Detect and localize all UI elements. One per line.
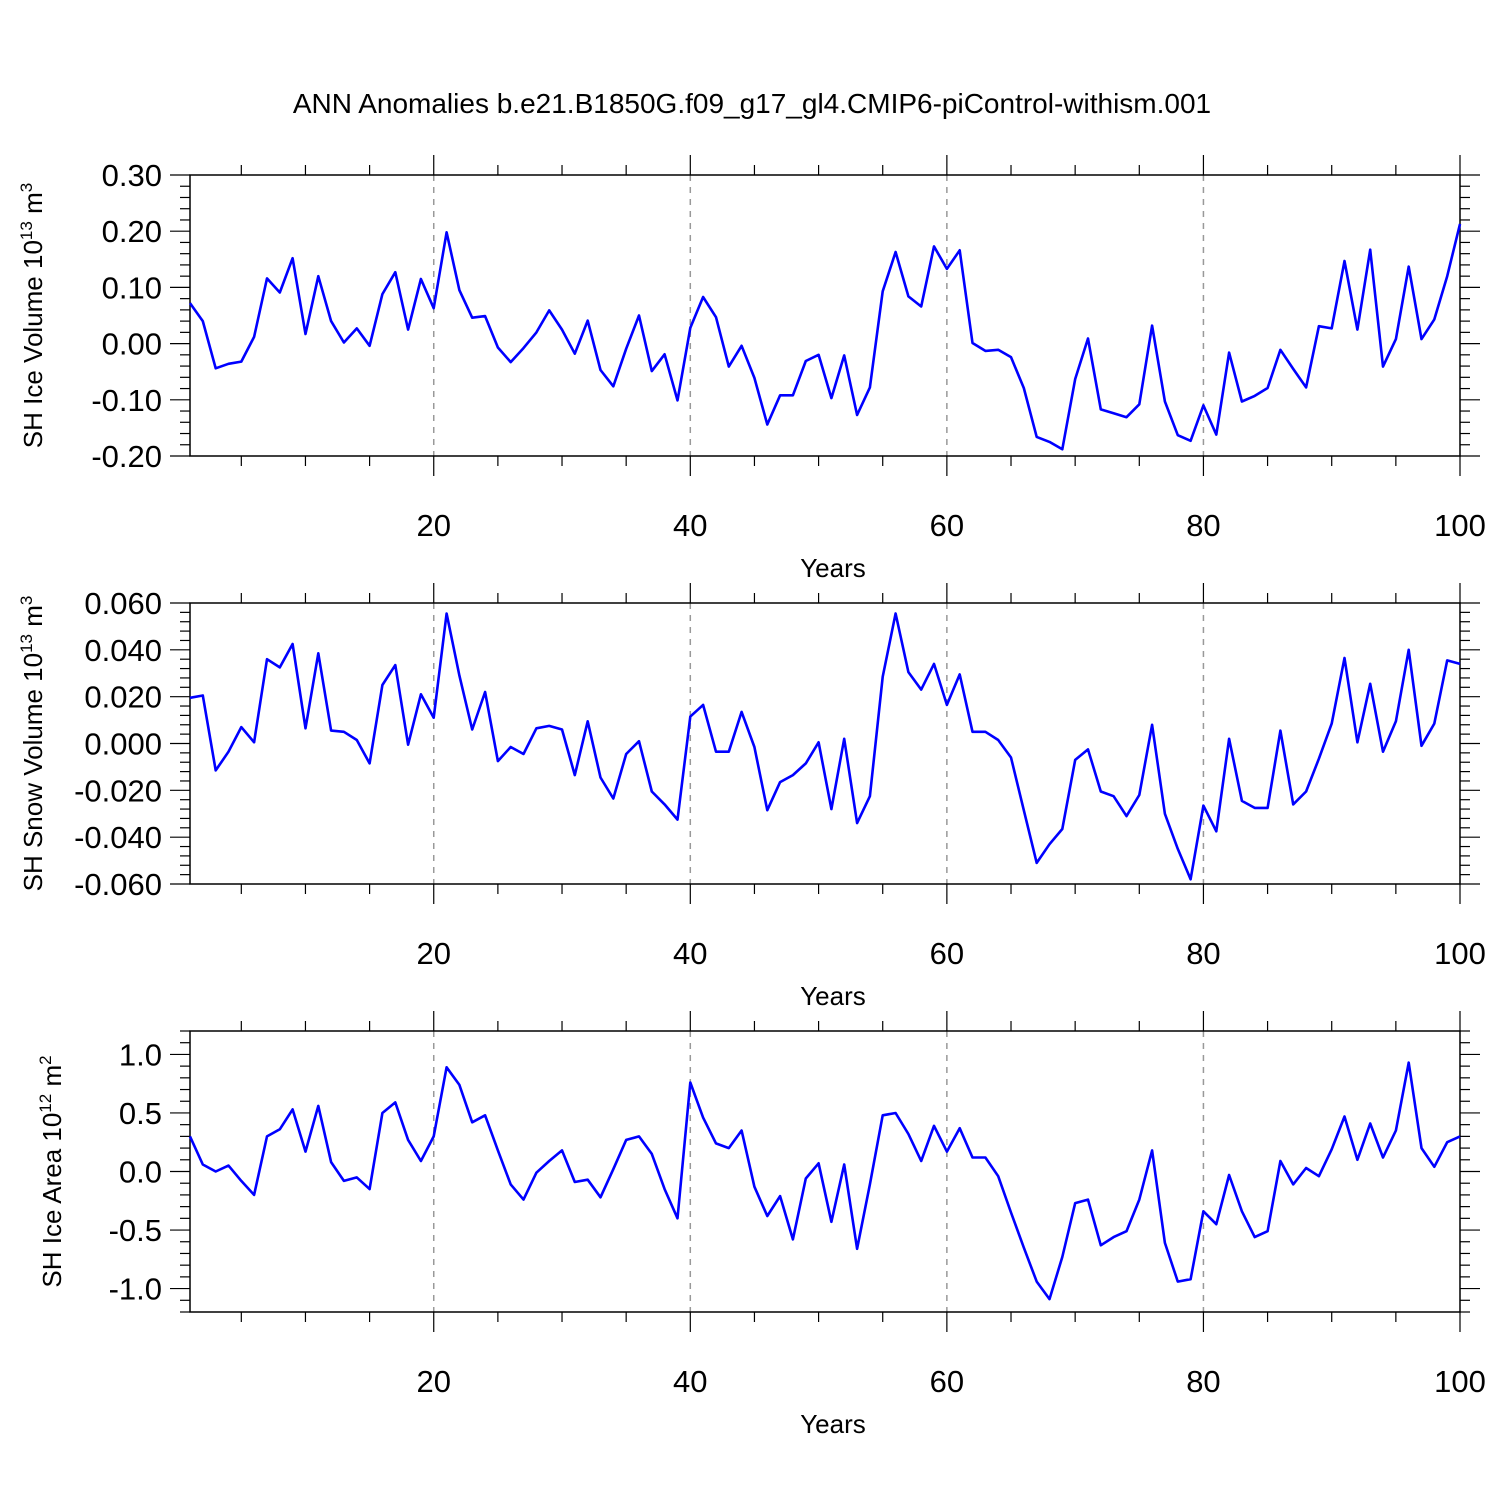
y-axis-label: SH Snow Volume 1013 m3 — [17, 596, 48, 892]
x-axis-label: Years — [800, 1409, 866, 1439]
x-axis-label: Years — [800, 981, 866, 1011]
y-tick-label: -0.020 — [74, 773, 162, 808]
plot-frame — [189, 174, 1461, 457]
x-tick-label: 60 — [930, 936, 964, 971]
x-tick-label: 100 — [1434, 1364, 1486, 1399]
y-tick-label: 0.0 — [119, 1155, 162, 1190]
x-tick-label: 100 — [1434, 508, 1486, 543]
y-axis-label: SH Ice Volume 1013 m3 — [17, 183, 48, 448]
panel-3: 1.0 0.5 0.0 -0.5 -1.0 20 40 60 80 100 Years SH Ice … — [36, 1011, 1486, 1439]
y-tick-label: -0.5 — [109, 1213, 162, 1248]
y-tick-label: -0.060 — [74, 867, 162, 902]
figure-title: ANN Anomalies b.e21.B1850G.f09_g17_gl4.C… — [293, 88, 1211, 119]
y-tick-label: -0.20 — [91, 439, 162, 474]
y-tick-label: 0.00 — [102, 327, 162, 362]
y-tick-label: -0.10 — [91, 383, 162, 418]
y-tick-label: 0.040 — [84, 633, 162, 668]
x-tick-label: 100 — [1434, 936, 1486, 971]
x-axis-label: Years — [800, 553, 866, 583]
y-tick-label: 0.060 — [84, 586, 162, 621]
y-tick-label: 1.0 — [119, 1037, 162, 1072]
x-tick-label: 20 — [416, 936, 450, 971]
x-tick-label: 20 — [416, 1364, 450, 1399]
panel-1: 0.30 0.20 0.10 0.00 -0.10 -0.20 20 40 60 80 100 Yea… — [17, 155, 1486, 583]
x-tick-label: 80 — [1186, 1364, 1220, 1399]
series-line — [188, 1061, 1461, 1301]
panel-2: 0.060 0.040 0.020 0.000 -0.020 -0.040 -0.060 20… — [17, 583, 1486, 1011]
x-tick-label: 80 — [1186, 936, 1220, 971]
series-line — [189, 612, 1461, 881]
y-tick-label: 0.20 — [102, 214, 162, 249]
y-axis-label: SH Ice Area 1012 m2 — [36, 1055, 67, 1287]
x-tick-label: 40 — [673, 1364, 707, 1399]
x-tick-label: 60 — [930, 1364, 964, 1399]
series-line — [188, 223, 1462, 451]
x-tick-label: 20 — [416, 508, 450, 543]
y-tick-label: 0.10 — [102, 270, 162, 305]
x-tick-label: 60 — [930, 508, 964, 543]
y-tick-label: -1.0 — [109, 1272, 162, 1307]
y-tick-label: 0.000 — [84, 727, 162, 762]
plot-frame — [189, 602, 1461, 885]
x-tick-label: 80 — [1186, 508, 1220, 543]
y-tick-label: -0.040 — [74, 820, 162, 855]
y-tick-label: 0.5 — [119, 1096, 162, 1131]
panels: 0.30 0.20 0.10 0.00 -0.10 -0.20 20 40 60 80 100 Yea… — [17, 155, 1486, 1439]
x-tick-label: 40 — [673, 936, 707, 971]
x-tick-label: 40 — [673, 508, 707, 543]
y-tick-label: 0.30 — [102, 158, 162, 193]
plot-frame — [189, 1030, 1461, 1313]
y-tick-label: 0.020 — [84, 680, 162, 715]
